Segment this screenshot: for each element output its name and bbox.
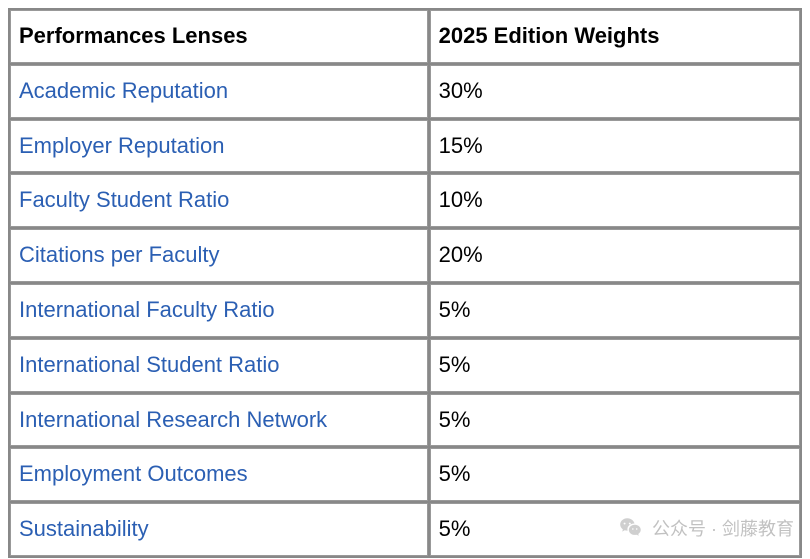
lens-link[interactable]: International Research Network xyxy=(10,394,428,447)
table-row: International Faculty Ratio 5% xyxy=(10,284,800,337)
col-header-weights: 2025 Edition Weights xyxy=(430,10,800,63)
lens-link[interactable]: Academic Reputation xyxy=(10,65,428,118)
table-header-row: Performances Lenses 2025 Edition Weights xyxy=(10,10,800,63)
lens-link[interactable]: Citations per Faculty xyxy=(10,229,428,282)
lens-link[interactable]: International Faculty Ratio xyxy=(10,284,428,337)
watermark: 公众号 · 剑藤教育 xyxy=(618,515,794,541)
lens-link[interactable]: Sustainability xyxy=(10,503,428,556)
col-header-lenses: Performances Lenses xyxy=(10,10,428,63)
watermark-text: 公众号 · 剑藤教育 xyxy=(652,515,794,541)
table-row: Faculty Student Ratio 10% xyxy=(10,174,800,227)
weights-table: Performances Lenses 2025 Edition Weights… xyxy=(8,8,802,558)
table-row: Employment Outcomes 5% xyxy=(10,448,800,501)
table-row: Citations per Faculty 20% xyxy=(10,229,800,282)
weight-value: 10% xyxy=(430,174,800,227)
weight-value: 5% xyxy=(430,284,800,337)
lens-link[interactable]: Faculty Student Ratio xyxy=(10,174,428,227)
lens-link[interactable]: Employer Reputation xyxy=(10,120,428,173)
weight-value: 20% xyxy=(430,229,800,282)
table-row: International Research Network 5% xyxy=(10,394,800,447)
weight-value: 5% xyxy=(430,339,800,392)
lens-link[interactable]: Employment Outcomes xyxy=(10,448,428,501)
lens-link[interactable]: International Student Ratio xyxy=(10,339,428,392)
weight-value: 15% xyxy=(430,120,800,173)
table-row: International Student Ratio 5% xyxy=(10,339,800,392)
weight-value: 5% xyxy=(430,394,800,447)
table-row: Employer Reputation 15% xyxy=(10,120,800,173)
table-row: Academic Reputation 30% xyxy=(10,65,800,118)
weight-value: 5% xyxy=(430,448,800,501)
weight-value: 30% xyxy=(430,65,800,118)
wechat-icon xyxy=(618,515,644,541)
